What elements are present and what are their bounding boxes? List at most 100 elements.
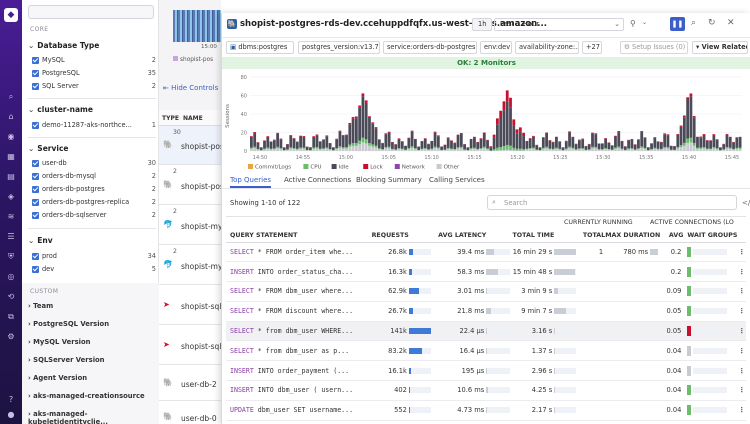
facet-item-orders-db-sqlserver[interactable]: orders-db-sqlserver 2 [32,210,156,221]
tab-top-queries[interactable]: Top Queries [230,176,272,188]
row-menu-icon[interactable]: ⋮ [737,242,746,263]
dashboards-icon[interactable]: ▦ [7,152,15,161]
table-row[interactable]: SELECT * from dbm_user WHERE... 141k 22.4 … [226,321,746,342]
row-menu-icon[interactable]: ⋮ [737,281,746,302]
pin-icon[interactable]: ⚲ [630,19,636,28]
tag-chip[interactable]: availability-zone:... [515,41,579,54]
facet-group-sqlserver-version[interactable]: › SQLServer Version [28,356,105,364]
settings-icon[interactable]: ⚙ [7,332,15,341]
ux-monitoring-icon[interactable]: ◎ [7,272,15,281]
query-statement[interactable]: SELECT * FROM order_item whe... [226,242,367,263]
facet-item-orders-db-postgres[interactable]: orders-db-postgres 2 [32,184,156,195]
col-running-total[interactable]: TOTAL [578,229,606,243]
col-max-duration[interactable]: MAX DURATION [605,229,661,243]
query-statement[interactable]: SELECT * from dbm_user as p... [226,340,367,362]
ci-icon[interactable]: ⟲ [7,292,15,301]
query-statement[interactable]: INSERT INTO dbm_user ( usern... [226,380,367,401]
time-shortcut[interactable]: 1h [472,18,493,31]
table-row[interactable]: SELECT * FROM order_item whe... 26.8k 39.4… [226,242,746,263]
col-wait-groups[interactable]: WAIT GROUPS [683,229,738,243]
chevron-down-icon[interactable]: ⌄ [642,19,648,26]
facet-item-cluster[interactable]: demo-11287-aks-northce... 1 [32,120,156,131]
list-item[interactable]: 🐘 user-db-0 [159,401,221,424]
close-icon[interactable]: ✕ [727,18,735,28]
checkbox-checked-icon[interactable] [32,83,39,90]
facet-item-postgresql[interactable]: PostgreSQL 35 [32,68,156,79]
col-avg-connections[interactable]: AVG [660,229,684,243]
pause-button[interactable]: ❚❚ [670,17,685,31]
table-row[interactable]: SELECT * FROM discount where... 26.7k 21.8… [226,301,746,322]
list-item[interactable]: 🐘 user-db-2 [159,365,221,401]
facet-group-postgresql-version[interactable]: › PostgreSQL Version [28,320,110,328]
query-statement[interactable]: SELECT * FROM dbm_order WHERE... [226,420,367,424]
integrations-icon[interactable]: ⧉ [8,312,14,321]
apm-icon[interactable]: ◈ [7,192,15,201]
monitors-icon[interactable]: ◉ [7,132,15,141]
table-row[interactable]: SELECT * FROM dbm_order WHERE...140k 21.4… [226,420,746,424]
tab-active-connections[interactable]: Active Connections [284,176,352,184]
checkbox-checked-icon[interactable] [32,186,39,193]
checkbox-checked-icon[interactable] [32,212,39,219]
tab-calling-services[interactable]: Calling Services [429,176,485,184]
checkbox-checked-icon[interactable] [32,253,39,260]
home-icon[interactable]: ⌂ [8,112,14,121]
table-row[interactable]: INSERT INTO dbm_user ( usern... 402 10.6 m… [226,380,746,401]
list-item[interactable]: 🐘 shopist-pos 30 [159,126,221,165]
row-menu-icon[interactable]: ⋮ [737,321,746,342]
facet-item-sql-server[interactable]: SQL Server 2 [32,81,156,92]
facet-item-prod[interactable]: prod 34 [32,251,156,262]
security-icon[interactable]: ⛨ [8,252,14,261]
facet-group-aks-creationsource[interactable]: › aks-managed-creationsource [28,392,145,400]
facet-group-service[interactable]: ⌄ Service [28,144,69,153]
view-related-button[interactable]: ▾ View Related [692,41,748,54]
time-range-picker[interactable]: Past 1 Hour ⌄ [494,18,624,31]
more-tags-chip[interactable]: +27 [582,41,602,54]
infrastructure-icon[interactable]: ▤ [7,172,15,181]
query-statement[interactable]: INSERT INTO order_payment (... [226,360,367,382]
row-menu-icon[interactable]: ⋮ [737,420,746,424]
facet-group-agent-version[interactable]: › Agent Version [28,374,88,382]
help-icon[interactable]: ? [8,395,14,404]
facet-group-aks-kubeletidentity[interactable]: › aks-managed-kubeletidentityclie... [28,410,108,424]
facet-search-input[interactable] [28,5,154,19]
list-item[interactable]: ➤ shopist-sql [159,325,221,365]
query-statement[interactable]: SELECT * from dbm_user WHERE... [226,321,367,342]
row-menu-icon[interactable]: ⋮ [737,261,746,283]
facet-item-orders-db-mysql[interactable]: orders-db-mysql 2 [32,171,156,182]
checkbox-checked-icon[interactable] [32,70,39,77]
query-statement[interactable]: SELECT * FROM discount where... [226,301,367,322]
row-menu-icon[interactable]: ⋮ [737,380,746,401]
query-statement[interactable]: SELECT * FROM dbm_user where... [226,281,367,302]
facet-group-env[interactable]: ⌄ Env [28,236,53,245]
tag-chip[interactable]: postgres_version:v13.7.0 [298,41,380,54]
code-view-icon[interactable]: </> [742,199,750,207]
refresh-icon[interactable]: ↻ [708,18,716,28]
col-requests[interactable]: REQUESTS [366,229,409,243]
checkbox-checked-icon[interactable] [32,199,39,206]
checkbox-checked-icon[interactable] [32,160,39,167]
facet-group-cluster-name[interactable]: ⌄ cluster-name [28,105,93,114]
tag-chip[interactable]: service:orders-db-postgres [383,41,477,54]
datadog-logo-icon[interactable]: ◆ [4,8,18,22]
table-row[interactable]: SELECT * FROM dbm_user where... 62.9k 3.01… [226,281,746,302]
list-item[interactable]: 🐘 shopist-pos 2 [159,165,221,205]
query-statement[interactable]: UPDATE dbm_user SET username... [226,400,367,421]
hide-controls-button[interactable]: ⇤ Hide Controls [163,84,219,92]
query-statement[interactable]: INSERT INTO order_status_cha... [226,261,367,283]
facet-item-mysql[interactable]: MySQL 2 [32,55,156,66]
query-search-input[interactable]: ⌕ Search [487,195,737,210]
setup-issues-button[interactable]: ⚙ Setup Issues (0) [620,41,688,54]
row-menu-icon[interactable]: ⋮ [737,340,746,362]
table-row[interactable]: INSERT INTO order_status_cha... 16.3k 58.3… [226,261,746,283]
row-menu-icon[interactable]: ⋮ [737,360,746,382]
facet-group-database-type[interactable]: ⌄ Database Type [28,41,100,50]
facet-item-user-db[interactable]: user-db 30 [32,158,156,169]
zoom-icon[interactable]: ⌕ [691,18,697,28]
row-menu-icon[interactable]: ⋮ [737,400,746,421]
facet-item-orders-db-postgres-replica[interactable]: orders-db-postgres-replica 2 [32,197,156,208]
checkbox-checked-icon[interactable] [32,266,39,273]
list-item[interactable]: 🐬 shopist-my 2 [159,245,221,285]
facet-group-mysql-version[interactable]: › MySQL Version [28,338,91,346]
search-icon[interactable]: ⌕ [8,92,14,101]
table-row[interactable]: UPDATE dbm_user SET username... 552 4.73 m… [226,400,746,421]
